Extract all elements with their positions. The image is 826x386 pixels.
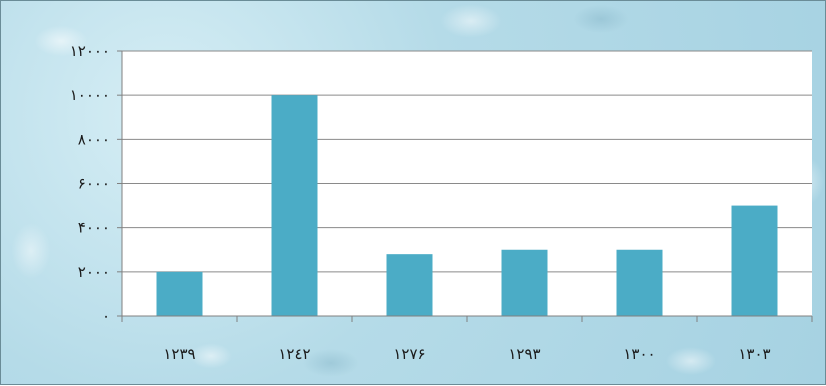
y-tick-label: ۴٠٠٠ bbox=[78, 219, 110, 237]
y-tick-label: ١٠٠٠٠ bbox=[70, 86, 110, 104]
bars bbox=[156, 95, 778, 317]
bar bbox=[501, 249, 548, 316]
x-tick-label: ١٢٩٣ bbox=[508, 345, 540, 363]
y-tick-label: ٠ bbox=[102, 307, 110, 325]
bar bbox=[271, 95, 318, 317]
bar bbox=[731, 205, 778, 316]
bar bbox=[156, 271, 203, 316]
x-tick-label: ١٢٣٩ bbox=[163, 345, 195, 363]
y-tick-label: ۶٠٠٠ bbox=[78, 175, 110, 193]
x-tick-label: ١٣٠٣ bbox=[738, 345, 770, 363]
y-tick-labels: ٠ ٢٠٠٠ ۴٠٠٠ ۶٠٠٠ ٨٠٠٠ ١٠٠٠٠ ١٢٠٠٠ bbox=[70, 42, 110, 325]
y-tick-label: ٢٠٠٠ bbox=[78, 263, 110, 281]
x-tick-label: ١٢٤٢ bbox=[278, 345, 310, 363]
x-tick-label: ١٣٠٠ bbox=[623, 345, 655, 363]
gridlines bbox=[122, 50, 812, 273]
bar bbox=[386, 254, 433, 316]
x-tick-label: ١٢٧۶ bbox=[393, 345, 425, 363]
y-tick-label: ١٢٠٠٠ bbox=[70, 42, 110, 60]
axes bbox=[117, 50, 813, 322]
x-tick-labels: ١٢٣٩ ١٢٤٢ ١٢٧۶ ١٢٩٣ ١٣٠٠ ١٣٠٣ bbox=[163, 345, 770, 363]
y-tick-label: ٨٠٠٠ bbox=[78, 130, 110, 148]
bar bbox=[616, 249, 663, 316]
